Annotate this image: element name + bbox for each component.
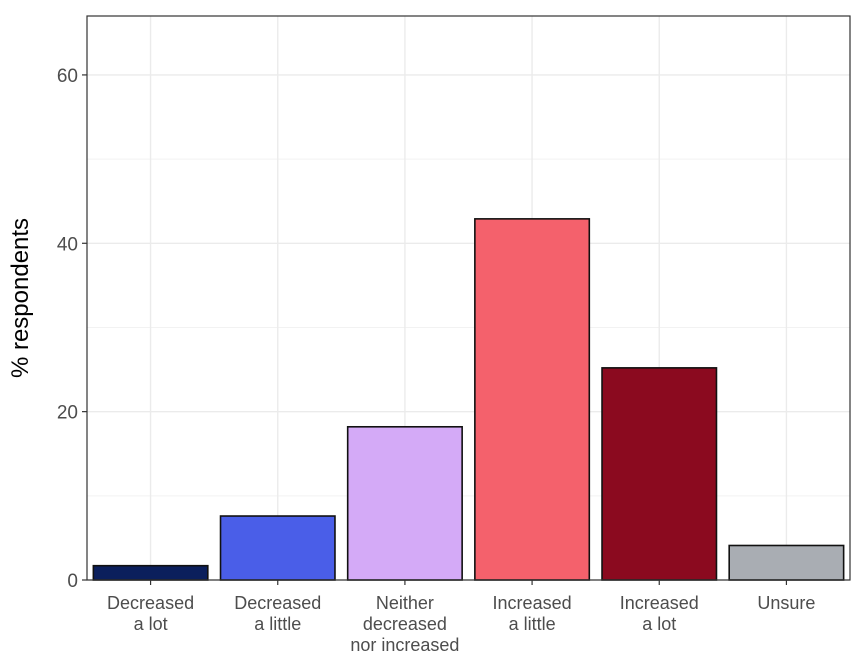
x-tick-label: Increased a lot xyxy=(620,593,699,634)
x-axis: Decreased a lot Decreased a little Neither de… xyxy=(107,580,815,655)
bar xyxy=(601,367,718,581)
x-tick-label: Neither decreased nor increased xyxy=(350,593,459,655)
bar xyxy=(474,218,591,581)
bar xyxy=(92,564,209,581)
x-tick-label: Decreased a lot xyxy=(107,593,194,634)
bar xyxy=(346,425,463,581)
x-tick-label: Increased a little xyxy=(493,593,572,634)
y-axis: 0 20 40 60 xyxy=(57,66,87,592)
x-tick-label: Decreased a little xyxy=(234,593,321,634)
grid-lines xyxy=(87,16,850,581)
bars xyxy=(92,218,845,581)
y-tick-label: 40 xyxy=(57,234,78,255)
bar xyxy=(219,515,336,581)
x-tick-label: Unsure xyxy=(757,593,815,613)
bar xyxy=(728,544,845,581)
y-tick-label: 0 xyxy=(67,571,78,592)
y-tick-label: 20 xyxy=(57,403,78,424)
y-tick-label: 60 xyxy=(57,66,78,87)
y-axis-title: % respondents xyxy=(7,218,34,378)
plot-panel-border xyxy=(86,15,851,581)
